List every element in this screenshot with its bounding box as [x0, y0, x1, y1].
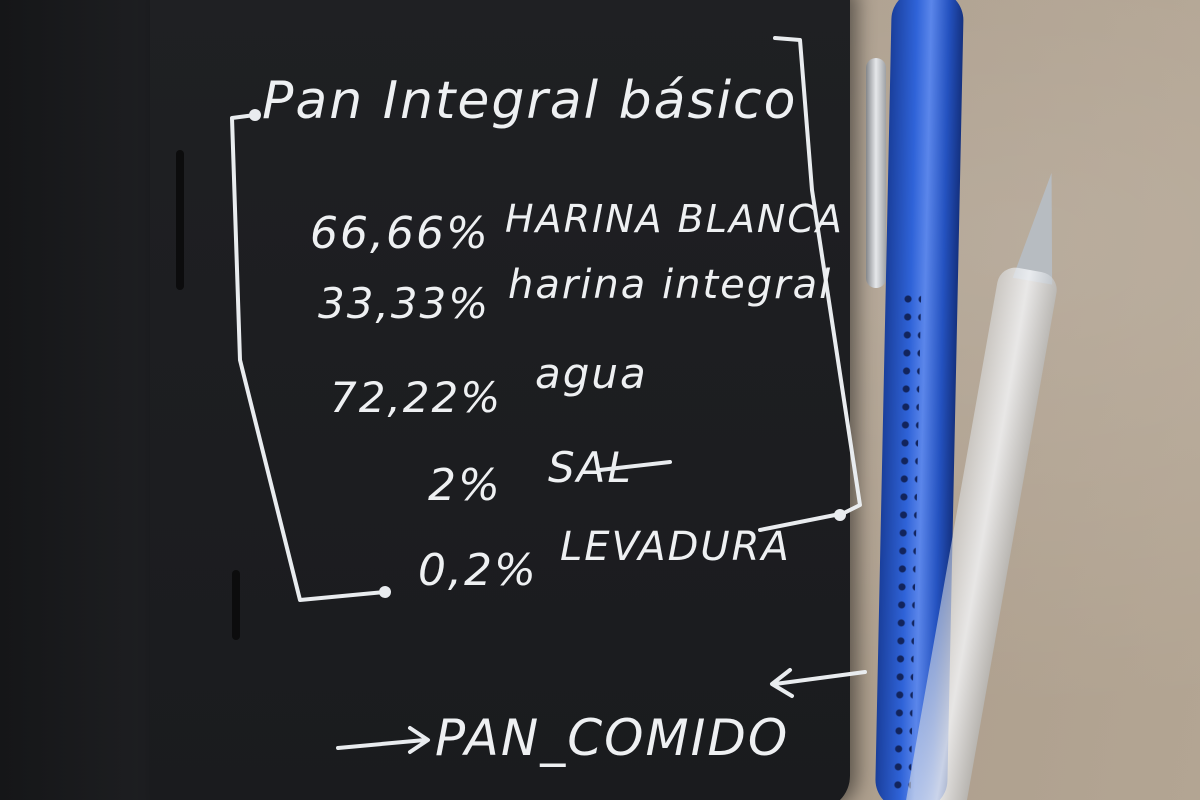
ingredient-5-percent: 0,2%	[418, 545, 538, 596]
ingredient-2-percent: 33,33%	[318, 279, 490, 328]
recipe-title: Pan Integral básico	[262, 71, 797, 131]
ingredient-3-name: agua	[535, 349, 648, 398]
ingredient-4-percent: 2%	[428, 460, 502, 511]
arrow-left-icon	[770, 668, 867, 698]
ingredient-1-name: HARINA BLANCA	[505, 197, 844, 241]
bracket-dot	[379, 586, 391, 598]
arrow-right-icon	[336, 726, 430, 754]
ingredient-1-percent: 66,66%	[310, 208, 490, 259]
ingredient-5-name: LEVADURA	[560, 524, 791, 570]
recipe-bracket-left	[230, 113, 387, 602]
underline-stroke	[598, 460, 672, 472]
recipe-signature: PAN_COMIDO	[435, 709, 789, 767]
notebook-stitch	[176, 150, 184, 290]
bracket-dot	[834, 509, 846, 521]
recipe-bracket-right	[773, 36, 862, 517]
underline-stroke	[758, 513, 837, 532]
notebook-stitch	[232, 570, 240, 640]
ingredient-3-percent: 72,22%	[330, 373, 502, 422]
bracket-dot	[249, 109, 261, 121]
pen-clip	[866, 58, 886, 288]
ingredient-2-name: harina integral	[508, 262, 832, 308]
notebook-right-page	[150, 0, 850, 800]
